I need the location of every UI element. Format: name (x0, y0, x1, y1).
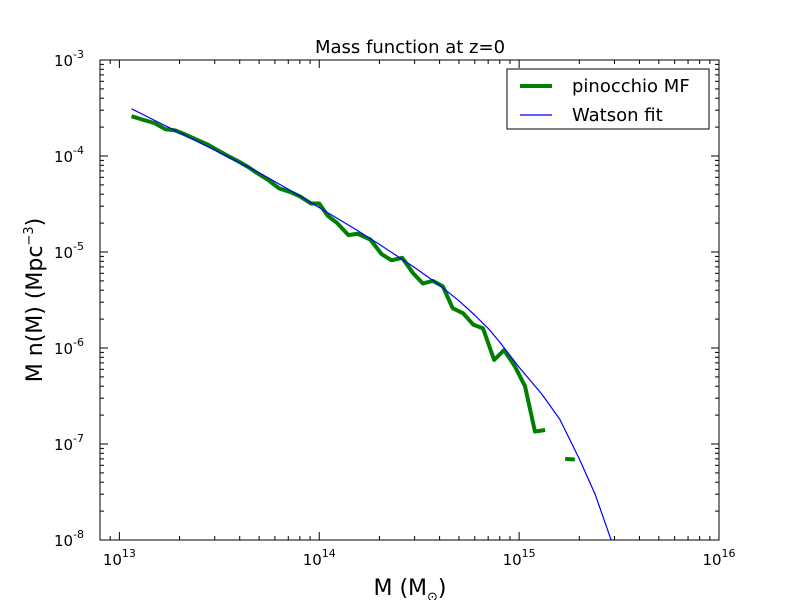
y-tick-label: 10-5 (54, 240, 84, 262)
x-tick-label: 1014 (303, 547, 336, 569)
x-tick-label-base: 10 (303, 551, 322, 569)
y-tick-label-base: 10 (54, 532, 73, 550)
y-tick-label-exp: -6 (73, 336, 84, 349)
x-tick-label: 1015 (503, 547, 536, 569)
y-tick-label: 10-6 (54, 336, 84, 358)
plot-background (100, 60, 719, 540)
x-tick-label-exp: 15 (522, 547, 536, 560)
y-tick-label-exp: -3 (73, 48, 84, 61)
x-axis-label-sub: ⊙ (427, 590, 438, 600)
y-tick-label-exp: -4 (73, 144, 84, 157)
x-tick-label-base: 10 (702, 551, 721, 569)
y-tick-label-base: 10 (54, 436, 73, 454)
x-tick-label-base: 10 (503, 551, 522, 569)
x-tick-label-base: 10 (103, 551, 122, 569)
x-axis-label-end: ) (438, 576, 447, 600)
series-line-pinocchio-mf-0 (130, 114, 546, 434)
y-tick-label-base: 10 (54, 340, 73, 358)
y-tick-label-base: 10 (54, 244, 73, 262)
y-tick-label-exp: -7 (73, 432, 84, 445)
y-axis-label-main: M n(M) (Mpc (23, 246, 48, 383)
y-axis-label-end: ) (23, 218, 48, 227)
chart-title: Mass function at z=0 (315, 37, 505, 58)
y-tick-label-exp: -8 (73, 528, 84, 541)
y-tick-label-base: 10 (54, 52, 73, 70)
plot-frame (99, 59, 720, 541)
x-tick-label-exp: 13 (122, 547, 136, 560)
y-axis-label-sup: −3 (22, 226, 37, 245)
series-line-pinocchio-mf-1 (565, 456, 575, 462)
series-line-watson-fit-0 (131, 108, 612, 540)
y-tick-label: 10-4 (54, 144, 84, 166)
legend-label-pinocchio: pinocchio MF (572, 76, 690, 97)
y-tick-label: 10-8 (54, 528, 84, 550)
x-tick-label-exp: 14 (322, 547, 336, 560)
x-axis-label: M (M⊙) (373, 576, 446, 600)
x-axis-label-main: M (M (373, 576, 427, 600)
y-tick-label: 10-3 (54, 48, 84, 70)
x-tick-label: 1013 (103, 547, 136, 569)
y-tick-label: 10-7 (54, 432, 84, 454)
x-tick-label: 1016 (702, 547, 735, 569)
y-tick-label-exp: -5 (73, 240, 84, 253)
x-tick-label-exp: 16 (722, 547, 736, 560)
series-layer (130, 108, 612, 540)
y-axis-label: M n(M) (Mpc−3) (22, 218, 48, 382)
legend: pinocchio MF Watson fit (506, 68, 710, 130)
legend-label-watson: Watson fit (572, 105, 663, 126)
y-tick-label-base: 10 (54, 148, 73, 166)
legend-box (506, 68, 710, 130)
